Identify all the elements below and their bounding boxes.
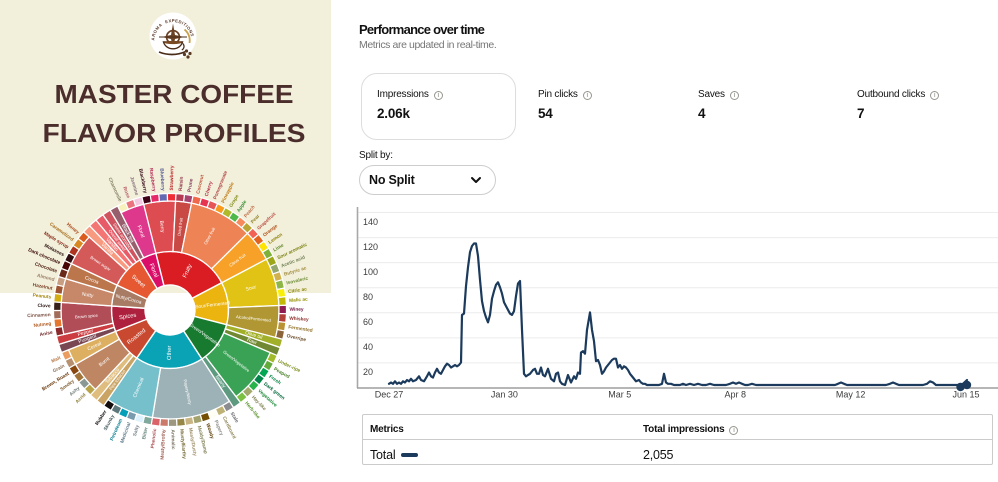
svg-text:Malt: Malt <box>51 355 63 364</box>
svg-text:Blueberry: Blueberry <box>158 168 165 191</box>
svg-text:Cinnamon: Cinnamon <box>27 312 51 319</box>
svg-text:Fruity: Fruity <box>182 263 193 279</box>
svg-text:Peanuts: Peanuts <box>32 293 52 301</box>
svg-text:Cocoa: Cocoa <box>84 275 100 286</box>
svg-text:Brown spice: Brown spice <box>75 313 99 320</box>
svg-text:Mar 5: Mar 5 <box>608 390 631 400</box>
svg-text:Strawberry: Strawberry <box>169 165 175 190</box>
svg-text:May 12: May 12 <box>836 390 866 400</box>
svg-text:Hazelnut: Hazelnut <box>32 282 53 292</box>
svg-text:Papery: Papery <box>213 419 225 436</box>
svg-text:Almond: Almond <box>36 273 55 283</box>
svg-text:80: 80 <box>363 292 373 302</box>
svg-text:Malic ac: Malic ac <box>289 296 308 303</box>
svg-text:Bitter: Bitter <box>141 426 149 440</box>
svg-text:Apr 8: Apr 8 <box>724 390 746 400</box>
svg-text:FLAVOR PROFILES: FLAVOR PROFILES <box>43 118 306 148</box>
svg-text:Dec 27: Dec 27 <box>375 390 404 400</box>
svg-text:Pepper: Pepper <box>77 328 94 338</box>
svg-text:Pear: Pear <box>250 213 262 225</box>
svg-text:20: 20 <box>363 367 373 377</box>
svg-text:Nutty: Nutty <box>81 291 94 299</box>
svg-text:Jasmine: Jasmine <box>128 176 139 196</box>
svg-text:Overripe: Overripe <box>286 333 307 343</box>
svg-text:Woody: Woody <box>204 423 215 440</box>
svg-text:Whiskey: Whiskey <box>289 316 309 323</box>
svg-text:Sour: Sour <box>245 284 257 293</box>
svg-text:Papery/Musty: Papery/Musty <box>183 379 193 406</box>
svg-text:Phenolic: Phenolic <box>150 428 158 449</box>
svg-text:Fermented: Fermented <box>288 324 313 333</box>
svg-text:Other: Other <box>167 345 173 360</box>
svg-text:Citric ac: Citric ac <box>288 286 308 295</box>
svg-text:Anise: Anise <box>39 330 53 338</box>
svg-text:Lime: Lime <box>272 242 285 253</box>
svg-text:Prune: Prune <box>187 178 195 193</box>
svg-text:Musty/Dusty: Musty/Dusty <box>187 427 198 456</box>
svg-text:Cherry: Cherry <box>204 180 215 197</box>
svg-text:Jan 30: Jan 30 <box>491 390 518 400</box>
svg-text:Winey: Winey <box>289 307 303 313</box>
svg-text:Floral: Floral <box>148 263 159 279</box>
svg-text:Grain: Grain <box>52 363 66 374</box>
svg-text:Jun 15: Jun 15 <box>952 390 979 400</box>
svg-text:60: 60 <box>363 317 373 327</box>
svg-text:Chamomile: Chamomile <box>107 177 123 203</box>
svg-text:Olive oil: Olive oil <box>244 330 263 341</box>
svg-text:Sour/Fermented: Sour/Fermented <box>195 300 230 310</box>
svg-text:Raisin: Raisin <box>178 176 185 191</box>
svg-text:Alcohol/Fermented: Alcohol/Fermented <box>236 314 272 323</box>
svg-text:Nutmeg: Nutmeg <box>33 321 51 329</box>
svg-text:Raw: Raw <box>246 337 258 346</box>
svg-text:Dried fruit: Dried fruit <box>176 217 183 236</box>
svg-text:40: 40 <box>363 342 373 352</box>
svg-text:Spices: Spices <box>119 313 137 322</box>
svg-text:Clove: Clove <box>37 303 51 309</box>
svg-text:140: 140 <box>363 217 378 227</box>
svg-text:Cereal: Cereal <box>87 341 103 353</box>
svg-text:Rose: Rose <box>121 186 131 199</box>
svg-text:Musty/Earthy: Musty/Earthy <box>178 429 187 460</box>
svg-text:Stale: Stale <box>229 411 240 424</box>
svg-text:Coconut: Coconut <box>195 174 205 195</box>
svg-text:Meaty/Brothy: Meaty/Brothy <box>160 429 168 460</box>
svg-text:Salty: Salty <box>132 424 141 437</box>
svg-text:Animalic: Animalic <box>169 429 175 449</box>
svg-text:Raspberry: Raspberry <box>148 168 157 193</box>
svg-text:MASTER COFFEE: MASTER COFFEE <box>55 79 294 109</box>
svg-text:Berry: Berry <box>158 220 165 233</box>
svg-text:100: 100 <box>363 267 378 277</box>
svg-text:Isovaleric: Isovaleric <box>286 276 309 287</box>
svg-text:Blackberry: Blackberry <box>137 168 148 194</box>
svg-text:Floral: Floral <box>136 225 146 239</box>
svg-text:120: 120 <box>363 242 378 252</box>
